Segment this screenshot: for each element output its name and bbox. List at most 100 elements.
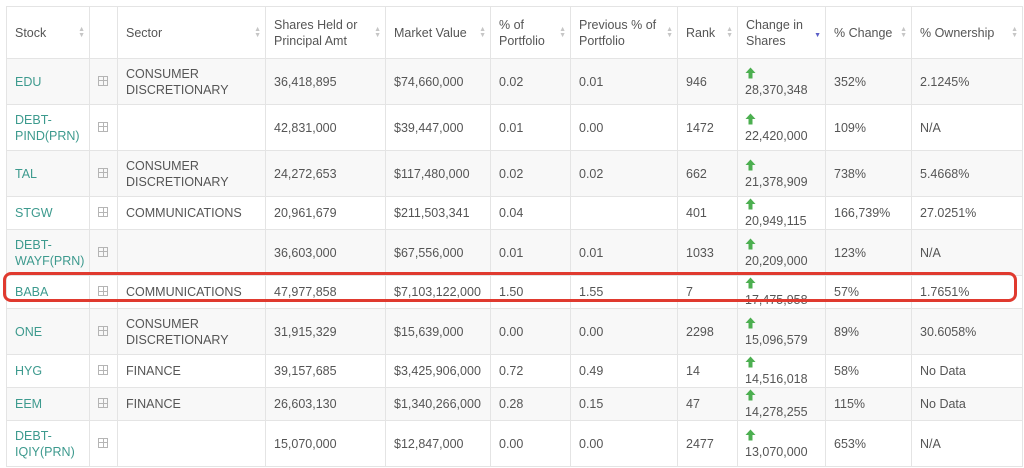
column-header-label: Change in Shares: [746, 17, 803, 48]
stock-ticker-link[interactable]: TAL: [15, 166, 37, 181]
ownership-cell: 1.7651%: [911, 275, 1023, 309]
table-row[interactable]: STGW COMMUNICATIONS 20,961,679 $211,503,341…: [6, 196, 1023, 230]
rank-cell: 946: [677, 58, 738, 105]
table-row[interactable]: DEBT-WAYF(PRN) 36,603,000 $67,556,000 0.01 0…: [6, 229, 1023, 276]
pct-portfolio-cell: 0.02: [490, 150, 571, 197]
stock-ticker-link[interactable]: STGW: [15, 206, 53, 220]
table-row[interactable]: DEBT-PIND(PRN) 42,831,000 $39,447,000 0.01 0…: [6, 104, 1023, 151]
grid-icon[interactable]: [98, 75, 108, 86]
grid-icon[interactable]: [98, 365, 108, 375]
grid-icon[interactable]: [98, 398, 108, 408]
column-header-ownership[interactable]: % Ownership ▲ ▼: [911, 6, 1023, 59]
shares-cell: 20,961,679: [265, 196, 386, 230]
grid-cell: [89, 229, 118, 276]
rank-cell: 2477: [677, 420, 738, 467]
table-row[interactable]: EEM FINANCE 26,603,130 $1,340,266,000 0.28 0.…: [6, 387, 1023, 421]
change-cell: 14,278,255: [737, 387, 826, 421]
table-row[interactable]: TAL CONSUMER DISCRETIONARY 24,272,653 $117,…: [6, 150, 1023, 197]
ownership-cell: No Data: [911, 354, 1023, 388]
stock-ticker-link[interactable]: EEM: [15, 397, 43, 411]
prev-pct-cell: 0.01: [570, 58, 678, 105]
sort-icon[interactable]: ▲▼: [726, 25, 733, 39]
sort-icon[interactable]: ▲▼: [814, 31, 821, 39]
column-header-stock[interactable]: Stock ▲ ▼: [6, 6, 90, 59]
shares-cell: 26,603,130: [265, 387, 386, 421]
holdings-table: Stock ▲ ▼ Sector ▲ ▼ Shares Held or Principal …: [6, 6, 1023, 467]
sort-icon[interactable]: ▲▼: [900, 25, 907, 39]
table-row[interactable]: HYG FINANCE 39,157,685 $3,425,906,000 0.72 0.…: [6, 354, 1023, 388]
grid-icon[interactable]: [98, 246, 108, 257]
rank-cell: 2298: [677, 308, 738, 355]
column-header-label: % Change: [834, 25, 893, 40]
stock-ticker-link[interactable]: BABA: [15, 285, 49, 299]
sort-icon[interactable]: ▲▼: [374, 25, 381, 39]
stock-cell: DEBT-IQIY(PRN): [6, 420, 90, 467]
sort-icon[interactable]: ▲▼: [479, 25, 486, 39]
stock-ticker-link[interactable]: DEBT-PIND: [15, 112, 52, 143]
pct-change-cell: 352%: [825, 58, 912, 105]
column-header-rank[interactable]: Rank ▲ ▼: [677, 6, 738, 59]
stock-ticker-link[interactable]: ONE: [15, 324, 43, 339]
sort-icon[interactable]: ▲▼: [559, 25, 566, 39]
ownership-cell: 30.6058%: [911, 308, 1023, 355]
ownership-cell: N/A: [911, 104, 1023, 151]
change-cell: 13,070,000: [737, 420, 826, 467]
pct-portfolio-cell: 0.02: [490, 58, 571, 105]
change-value: 28,370,348: [745, 82, 808, 97]
table-row[interactable]: EDU CONSUMER DISCRETIONARY 36,418,895 $74,6…: [6, 58, 1023, 105]
stock-ticker-suffix: (PRN): [44, 128, 80, 143]
grid-icon[interactable]: [98, 286, 108, 296]
sector-cell: [117, 104, 266, 151]
stock-ticker-link[interactable]: DEBT-IQIY: [15, 428, 52, 459]
sort-icon[interactable]: ▲▼: [254, 25, 261, 39]
stock-ticker-link[interactable]: DEBT-WAYF: [15, 237, 52, 268]
pct-portfolio-cell: 0.00: [490, 308, 571, 355]
up-arrow-icon: [745, 113, 756, 124]
up-arrow-icon: [745, 429, 756, 440]
pct-portfolio-cell: 0.04: [490, 196, 571, 230]
table-row[interactable]: DEBT-IQIY(PRN) 15,070,000 $12,847,000 0.00 0…: [6, 420, 1023, 467]
grid-icon[interactable]: [98, 207, 108, 217]
column-header-prev_pct[interactable]: Previous % of Portfolio ▲ ▼: [570, 6, 678, 59]
sector-cell: CONSUMER DISCRETIONARY: [117, 58, 266, 105]
column-header-market_value[interactable]: Market Value ▲ ▼: [385, 6, 491, 59]
grid-cell: [89, 58, 118, 105]
table-row[interactable]: BABA COMMUNICATIONS 47,977,858 $7,103,122,0…: [6, 275, 1023, 309]
pct-change-cell: 653%: [825, 420, 912, 467]
change-cell: 17,475,958: [737, 275, 826, 309]
column-header-shares[interactable]: Shares Held or Principal Amt ▲ ▼: [265, 6, 386, 59]
stock-ticker-link[interactable]: HYG: [15, 364, 43, 378]
stock-cell: EEM: [6, 387, 90, 421]
pct-portfolio-cell: 0.28: [490, 387, 571, 421]
column-header-grid[interactable]: [89, 6, 118, 59]
stock-ticker-link[interactable]: EDU: [15, 74, 42, 89]
column-header-pct_change[interactable]: % Change ▲ ▼: [825, 6, 912, 59]
up-arrow-icon: [745, 277, 756, 289]
up-arrow-icon: [745, 238, 756, 249]
prev-pct-cell: 0.00: [570, 420, 678, 467]
up-arrow-icon: [745, 317, 756, 328]
grid-icon[interactable]: [98, 121, 108, 132]
table-row[interactable]: ONE CONSUMER DISCRETIONARY 31,915,329 $15,6…: [6, 308, 1023, 355]
sort-icon[interactable]: ▲▼: [666, 25, 673, 39]
sector-cell: COMMUNICATIONS: [117, 275, 266, 309]
stock-cell: HYG: [6, 354, 90, 388]
market-value-cell: $211,503,341: [385, 196, 491, 230]
column-header-change[interactable]: Change in Shares ▲▼: [737, 6, 826, 59]
change-cell: 21,378,909: [737, 150, 826, 197]
grid-icon[interactable]: [98, 437, 108, 448]
column-header-sector[interactable]: Sector ▲ ▼: [117, 6, 266, 59]
column-header-label: Sector: [126, 25, 163, 40]
sort-icon[interactable]: ▲▼: [78, 25, 85, 39]
market-value-cell: $7,103,122,000: [385, 275, 491, 309]
change-value: 13,070,000: [745, 444, 808, 459]
stock-cell: DEBT-PIND(PRN): [6, 104, 90, 151]
grid-icon[interactable]: [98, 325, 108, 336]
ownership-cell: 5.4668%: [911, 150, 1023, 197]
sector-cell: CONSUMER DISCRETIONARY: [117, 150, 266, 197]
grid-cell: [89, 308, 118, 355]
column-header-pct_portfolio[interactable]: % of Portfolio ▲ ▼: [490, 6, 571, 59]
change-value: 20,949,115: [745, 214, 807, 228]
sort-icon[interactable]: ▲▼: [1011, 25, 1018, 39]
grid-icon[interactable]: [98, 167, 108, 178]
